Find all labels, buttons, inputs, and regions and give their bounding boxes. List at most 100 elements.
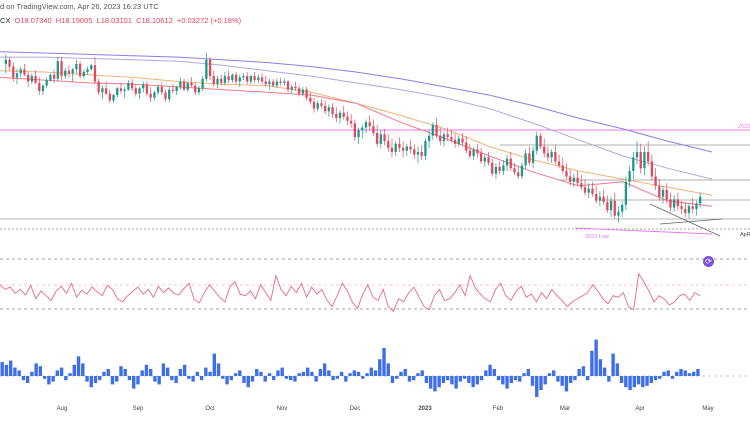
histogram-bar bbox=[221, 376, 224, 379]
histogram-bar bbox=[399, 372, 402, 376]
candle-body bbox=[31, 76, 33, 81]
candle-body bbox=[68, 71, 70, 74]
histogram-bar bbox=[497, 376, 500, 380]
histogram-bar bbox=[26, 376, 29, 383]
histogram-bar bbox=[145, 365, 148, 376]
candle-body bbox=[190, 83, 192, 86]
candle-body bbox=[320, 103, 322, 106]
candle-body bbox=[692, 206, 694, 209]
candle-body bbox=[524, 153, 526, 165]
candle-body bbox=[506, 159, 508, 166]
candle-body bbox=[120, 88, 122, 91]
candle-body bbox=[5, 60, 7, 64]
histogram-bar bbox=[637, 376, 640, 384]
candle-body bbox=[484, 157, 486, 161]
histogram-bar bbox=[141, 370, 144, 376]
candle-body bbox=[447, 134, 449, 137]
histogram-bar bbox=[191, 376, 194, 382]
histogram-bar bbox=[13, 368, 16, 376]
candle-body bbox=[101, 88, 103, 92]
candle-body bbox=[109, 94, 111, 101]
histogram-bar bbox=[488, 365, 491, 376]
histogram-bar bbox=[527, 369, 530, 376]
histogram-bar bbox=[650, 376, 653, 383]
candle-body bbox=[242, 76, 244, 77]
candle-body bbox=[253, 76, 255, 80]
candle-body bbox=[198, 88, 200, 92]
histogram-bar bbox=[183, 365, 186, 376]
candle-body bbox=[124, 90, 126, 91]
candle-body bbox=[510, 159, 512, 168]
candle-body bbox=[532, 151, 534, 163]
candle-body bbox=[172, 90, 174, 91]
candle-body bbox=[651, 161, 653, 176]
candle-body bbox=[209, 60, 211, 76]
histogram-bar bbox=[416, 373, 419, 376]
candle-body bbox=[654, 176, 656, 185]
candle-body bbox=[454, 140, 456, 144]
candle-body bbox=[8, 60, 10, 67]
histogram-bar bbox=[111, 376, 114, 384]
candle-body bbox=[164, 92, 166, 99]
histogram-bar bbox=[510, 376, 513, 383]
candle-body bbox=[298, 88, 300, 93]
histogram-bar bbox=[603, 368, 606, 376]
candle-body bbox=[376, 133, 378, 144]
x-tick-label: Apr bbox=[635, 406, 644, 412]
candle-body bbox=[476, 149, 478, 153]
candle-body bbox=[183, 82, 185, 90]
histogram-bar bbox=[391, 376, 394, 383]
candle-body bbox=[53, 75, 55, 79]
candle-body bbox=[584, 187, 586, 192]
candle-body bbox=[662, 190, 664, 197]
candle-body bbox=[16, 73, 18, 77]
candle-body bbox=[309, 98, 311, 102]
candle-body bbox=[391, 148, 393, 152]
histogram-bar bbox=[463, 376, 466, 379]
candle-body bbox=[231, 75, 233, 80]
x-tick-label: 2023 bbox=[418, 406, 432, 412]
candle-body bbox=[684, 209, 686, 213]
histogram-bar bbox=[124, 369, 127, 376]
candle-body bbox=[688, 206, 690, 213]
candle-body bbox=[580, 183, 582, 187]
candle-body bbox=[23, 69, 25, 74]
candle-body bbox=[27, 75, 29, 82]
histogram-bar bbox=[68, 373, 71, 376]
candle-body bbox=[365, 122, 367, 127]
candle-body bbox=[279, 82, 281, 83]
candle-body bbox=[305, 90, 307, 98]
histogram-bar bbox=[692, 372, 695, 376]
histogram-bar bbox=[348, 373, 351, 376]
histogram-bar bbox=[544, 376, 547, 384]
histogram-bar bbox=[688, 373, 691, 376]
histogram-bar bbox=[153, 376, 156, 382]
histogram-bar bbox=[170, 376, 173, 380]
histogram-bar bbox=[421, 370, 424, 376]
histogram-bar bbox=[561, 376, 564, 386]
candle-body bbox=[20, 69, 22, 73]
candle-body bbox=[112, 95, 114, 100]
histogram-bar bbox=[285, 376, 288, 379]
candle-body bbox=[265, 82, 267, 85]
candle-body bbox=[131, 83, 133, 88]
histogram-bar bbox=[47, 376, 50, 384]
candle-body bbox=[246, 76, 248, 81]
candle-body bbox=[643, 152, 645, 168]
candle-body bbox=[227, 76, 229, 80]
histogram-bar bbox=[247, 376, 250, 387]
histogram-bar bbox=[39, 366, 42, 376]
histogram-bar bbox=[476, 376, 479, 384]
histogram-bar bbox=[22, 376, 25, 380]
histogram-bar bbox=[115, 376, 118, 382]
histogram-bar bbox=[276, 370, 279, 376]
candle-body bbox=[187, 83, 189, 90]
candle-body bbox=[428, 136, 430, 141]
histogram-bar bbox=[599, 359, 602, 376]
candle-body bbox=[276, 82, 278, 86]
histogram-bar bbox=[539, 376, 542, 390]
histogram-bar bbox=[234, 373, 237, 376]
histogram-bar bbox=[162, 363, 165, 376]
histogram-bar bbox=[552, 370, 555, 376]
histogram-bar bbox=[480, 376, 483, 380]
